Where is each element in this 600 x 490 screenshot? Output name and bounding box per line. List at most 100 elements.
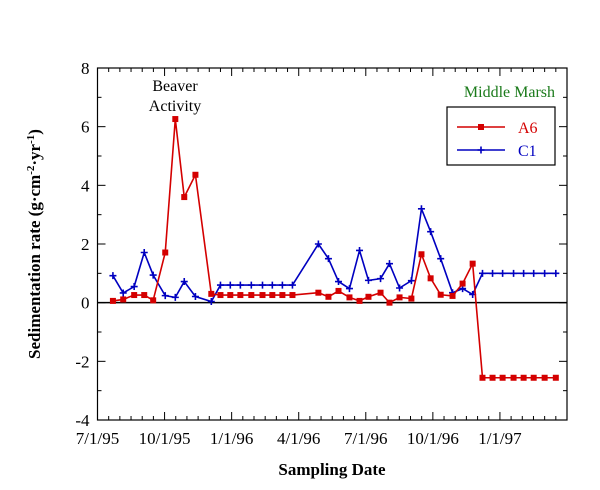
data-point-C1 — [109, 272, 117, 280]
x-tick-label: 7/1/95 — [76, 429, 119, 448]
series-A6 — [109, 116, 559, 381]
data-point-C1 — [552, 269, 560, 277]
data-point-A6 — [437, 291, 444, 298]
data-point-A6 — [510, 374, 517, 381]
data-point-A6 — [469, 260, 476, 267]
y-tick-label: 2 — [81, 235, 90, 254]
data-point-A6 — [237, 292, 244, 299]
data-point-C1 — [278, 281, 286, 289]
data-point-C1 — [499, 269, 507, 277]
data-point-C1 — [377, 275, 385, 283]
x-tick-label: 10/1/96 — [407, 429, 459, 448]
series-C1 — [109, 205, 560, 305]
data-point-C1 — [161, 292, 169, 300]
data-point-A6 — [396, 294, 403, 301]
data-point-A6 — [499, 374, 506, 381]
data-point-A6 — [227, 292, 234, 299]
data-point-C1 — [191, 293, 199, 301]
data-point-A6 — [172, 116, 179, 123]
data-point-A6 — [489, 374, 496, 381]
data-point-A6 — [131, 292, 138, 299]
data-point-A6 — [192, 171, 199, 178]
x-tick-label: 7/1/96 — [344, 429, 387, 448]
legend-label-A6: A6 — [518, 120, 538, 137]
data-point-C1 — [180, 278, 188, 286]
data-point-C1 — [314, 240, 322, 248]
data-point-C1 — [207, 297, 215, 305]
annotation-site: Middle Marsh — [464, 84, 555, 101]
data-point-A6 — [269, 292, 276, 299]
data-point-C1 — [258, 281, 266, 289]
data-point-C1 — [396, 284, 404, 292]
y-tick-label: 4 — [81, 176, 90, 195]
data-point-C1 — [236, 281, 244, 289]
data-point-A6 — [315, 289, 322, 296]
data-point-A6 — [141, 292, 148, 299]
legend-label-C1: C1 — [518, 143, 537, 160]
data-point-A6 — [335, 287, 342, 294]
data-point-C1 — [324, 255, 332, 263]
data-point-C1 — [356, 246, 364, 254]
data-point-A6 — [120, 296, 127, 303]
data-point-A6 — [325, 293, 332, 300]
data-point-C1 — [489, 269, 497, 277]
data-point-A6 — [478, 124, 484, 130]
data-point-C1 — [364, 276, 372, 284]
data-point-A6 — [479, 374, 486, 381]
data-point-C1 — [171, 293, 179, 301]
data-point-A6 — [181, 194, 188, 201]
data-point-C1 — [530, 269, 538, 277]
y-tick-label: 8 — [81, 59, 90, 78]
data-point-C1 — [119, 289, 127, 297]
data-point-C1 — [288, 281, 296, 289]
series-line-C1 — [112, 205, 556, 303]
data-point-C1 — [417, 205, 425, 213]
data-point-C1 — [140, 249, 148, 257]
x-tick-label: 4/1/96 — [277, 429, 320, 448]
data-point-C1 — [477, 146, 485, 154]
data-point-C1 — [407, 277, 415, 285]
x-axis-label: Sampling Date — [278, 460, 386, 479]
legend-box — [446, 106, 556, 166]
data-point-C1 — [437, 255, 445, 263]
data-point-A6 — [377, 289, 384, 296]
data-point-A6 — [418, 251, 425, 258]
y-tick-label: -4 — [75, 411, 90, 430]
data-point-C1 — [427, 228, 435, 236]
data-point-C1 — [268, 281, 276, 289]
data-point-C1 — [247, 281, 255, 289]
data-point-A6 — [109, 297, 116, 304]
data-point-A6 — [552, 374, 559, 381]
x-tick-label: 1/1/97 — [478, 429, 522, 448]
data-point-A6 — [289, 292, 296, 299]
data-point-A6 — [162, 249, 169, 256]
data-point-A6 — [150, 297, 157, 304]
data-point-A6 — [365, 293, 372, 300]
data-point-A6 — [520, 374, 527, 381]
data-point-C1 — [520, 269, 528, 277]
data-point-A6 — [217, 292, 224, 299]
x-tick-label: 1/1/96 — [210, 429, 253, 448]
data-point-A6 — [356, 297, 363, 304]
data-point-C1 — [226, 281, 234, 289]
data-point-C1 — [216, 281, 224, 289]
data-point-C1 — [478, 269, 486, 277]
y-tick-label: -2 — [75, 352, 89, 371]
data-point-C1 — [130, 283, 138, 291]
data-point-C1 — [335, 278, 343, 286]
data-point-A6 — [449, 292, 456, 299]
data-point-A6 — [427, 275, 434, 282]
data-point-A6 — [541, 374, 548, 381]
data-point-A6 — [408, 295, 415, 302]
data-point-A6 — [459, 280, 466, 287]
data-point-C1 — [385, 260, 393, 268]
y-tick-label: 0 — [81, 294, 90, 313]
x-tick-label: 10/1/95 — [139, 429, 191, 448]
data-point-A6 — [386, 299, 393, 306]
y-axis-label: Sedimentation rate (g·cm-2·yr-1) — [25, 129, 44, 359]
axes: 8 6 4 2 0 -2 -47/1/95 10/1/95 1/1/96 4/1/96 7/1/96… — [75, 59, 568, 448]
data-point-C1 — [510, 269, 518, 277]
data-point-C1 — [149, 271, 157, 279]
